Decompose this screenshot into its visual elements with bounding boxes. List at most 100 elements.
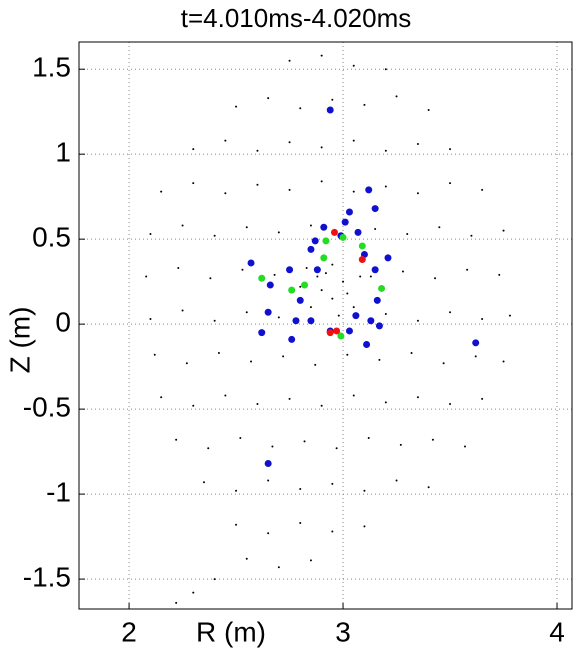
- point: [449, 148, 452, 151]
- point: [241, 268, 244, 271]
- point: [267, 479, 270, 482]
- point: [181, 309, 184, 312]
- point: [258, 274, 266, 282]
- point: [363, 103, 366, 106]
- point: [299, 521, 302, 524]
- point: [267, 532, 270, 535]
- point: [384, 401, 387, 404]
- point: [224, 394, 227, 397]
- point: [213, 578, 216, 581]
- point: [399, 443, 402, 446]
- point: [331, 263, 334, 266]
- point: [326, 329, 334, 337]
- point: [149, 318, 152, 321]
- point: [330, 228, 338, 236]
- point: [213, 319, 216, 322]
- point: [438, 226, 441, 229]
- point: [316, 275, 319, 278]
- point: [502, 229, 505, 232]
- point: [309, 224, 312, 227]
- point: [264, 460, 272, 468]
- point: [320, 254, 328, 262]
- point: [217, 352, 220, 355]
- point: [508, 314, 511, 317]
- point: [472, 339, 480, 347]
- point: [309, 559, 312, 562]
- point: [449, 182, 452, 185]
- point: [363, 489, 366, 492]
- point: [320, 404, 323, 407]
- point: [292, 317, 300, 325]
- point: [213, 234, 216, 237]
- point: [363, 525, 366, 528]
- point: [192, 148, 195, 151]
- point: [245, 226, 248, 229]
- point: [434, 277, 437, 280]
- point: [185, 362, 188, 365]
- point: [245, 311, 248, 314]
- point: [277, 231, 280, 234]
- point: [341, 218, 349, 226]
- point: [481, 397, 484, 400]
- point: [145, 275, 148, 278]
- point: [378, 358, 381, 361]
- point: [367, 317, 375, 325]
- point: [177, 267, 180, 270]
- point: [331, 530, 334, 533]
- point: [337, 314, 340, 317]
- point: [299, 488, 302, 491]
- point: [416, 319, 419, 322]
- point: [358, 256, 366, 264]
- point: [335, 447, 338, 450]
- x-axis-label: R (m): [196, 616, 266, 647]
- y-tick-label: 0.5: [32, 222, 71, 253]
- point: [384, 254, 392, 262]
- point: [352, 312, 360, 320]
- point: [256, 183, 259, 186]
- point: [288, 397, 291, 400]
- point: [320, 180, 323, 183]
- point: [345, 208, 353, 216]
- point: [322, 237, 330, 245]
- point: [299, 107, 302, 110]
- point: [277, 566, 280, 569]
- point: [245, 557, 248, 560]
- point: [352, 64, 355, 67]
- point: [466, 268, 469, 271]
- point: [352, 139, 355, 142]
- point: [320, 54, 323, 57]
- point: [449, 403, 452, 406]
- point: [288, 141, 291, 144]
- point: [153, 353, 156, 356]
- plot-frame: [78, 41, 573, 610]
- point: [256, 403, 259, 406]
- point: [339, 233, 347, 241]
- point: [474, 355, 477, 358]
- point: [224, 139, 227, 142]
- point: [375, 322, 383, 330]
- point: [160, 190, 163, 193]
- point: [258, 329, 266, 337]
- point: [320, 289, 323, 292]
- point: [282, 355, 285, 358]
- point: [373, 296, 381, 304]
- point: [320, 223, 328, 231]
- point: [175, 601, 178, 604]
- point: [288, 335, 296, 343]
- point: [326, 106, 334, 114]
- point: [331, 297, 334, 300]
- point: [250, 360, 253, 363]
- point: [395, 95, 398, 98]
- point: [273, 273, 276, 276]
- point: [378, 284, 386, 292]
- point: [384, 312, 387, 315]
- y-tick-label: 1: [55, 137, 71, 168]
- point: [342, 280, 345, 283]
- point: [371, 205, 379, 213]
- point: [363, 341, 371, 349]
- point: [160, 396, 163, 399]
- point: [239, 437, 242, 440]
- point: [288, 286, 296, 294]
- point: [303, 440, 306, 443]
- point: [464, 445, 467, 448]
